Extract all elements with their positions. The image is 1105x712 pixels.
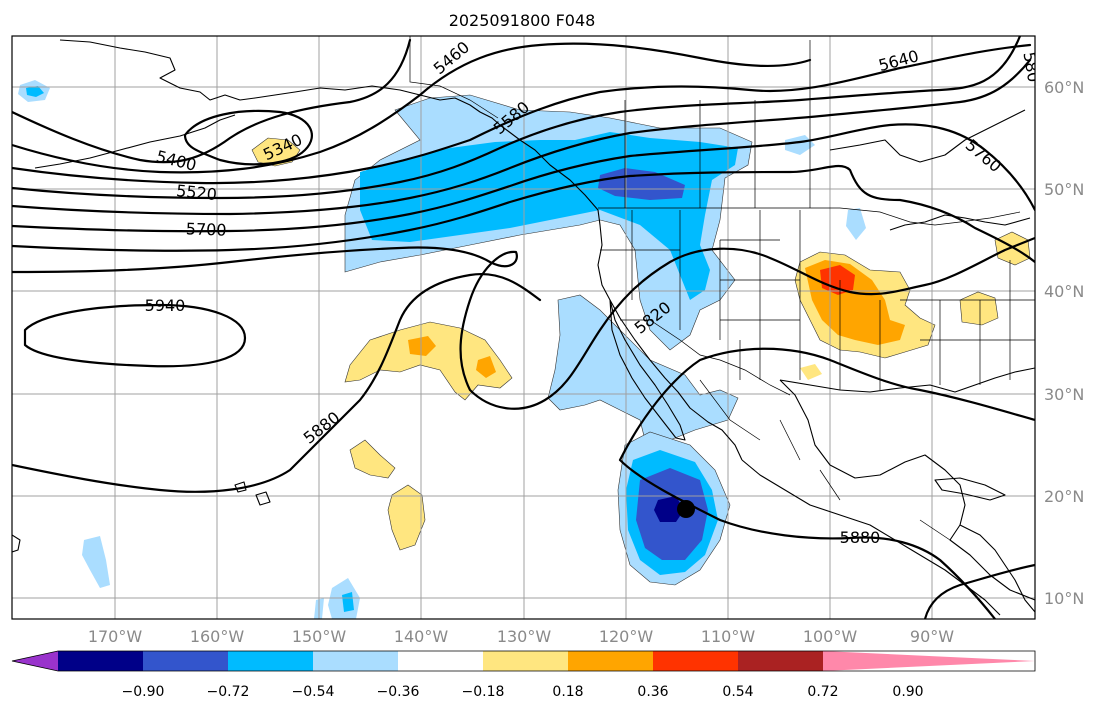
- gridlines: [12, 36, 1035, 619]
- border-us-states-east: [900, 260, 1035, 385]
- shading-negative: [18, 80, 866, 619]
- coast-central-america: [959, 524, 1035, 613]
- border-us-states-central: [720, 210, 881, 390]
- colorbar-tick: 0.54: [722, 684, 753, 700]
- lat-label: 30°N: [1044, 385, 1084, 404]
- contour-5880-ne: [923, 563, 1035, 619]
- contour-5880-east: [618, 347, 1035, 619]
- contour-5880: [12, 272, 542, 493]
- lat-labels: 60°N 50°N 40°N 30°N 20°N 10°N: [1044, 78, 1084, 608]
- lon-label: 150°W: [292, 627, 347, 646]
- coast-aleutians: [34, 114, 236, 169]
- contour-5460: [12, 42, 812, 174]
- coast-cuba: [934, 477, 1006, 501]
- border-us-states-west: [600, 210, 741, 380]
- contour-5760: [12, 164, 1035, 264]
- coast-gulf-mexico: [779, 379, 1035, 601]
- contour-5700: [12, 123, 1035, 233]
- contour-label-5700: 5700: [186, 219, 227, 239]
- lon-label: 90°W: [910, 627, 954, 646]
- colorbar-tick: 0.90: [892, 684, 923, 700]
- shade-tropics-light-1: [82, 536, 110, 588]
- coast-us-gulf: [779, 367, 1035, 393]
- border-alaska-canada: [409, 36, 499, 119]
- shade-hawaii-yellow-2: [387, 484, 426, 551]
- contour-5580: [12, 36, 1022, 200]
- lat-label: 10°N: [1044, 589, 1084, 608]
- lon-label: 110°W: [701, 627, 756, 646]
- contour-5940: [23, 303, 247, 368]
- colorbar-outline: [11, 650, 1036, 672]
- shade-pacific-orange-2: [476, 356, 496, 378]
- contour-label-5940: 5940: [145, 296, 186, 315]
- lat-label: 40°N: [1044, 282, 1084, 301]
- colorbar-bin: [143, 651, 228, 671]
- colorbar-bin: [313, 651, 398, 671]
- contour-label-5520: 5520: [175, 181, 217, 204]
- contour-5820: [12, 236, 1035, 410]
- coast-hudson: [829, 109, 1026, 163]
- colorbar-tick: 0.36: [637, 684, 668, 700]
- colorbar-extend-low: [12, 651, 58, 671]
- map-frame: [11, 35, 1036, 620]
- coast-hawaii-2: [255, 491, 271, 506]
- colorbar-tick: −0.54: [292, 684, 335, 700]
- shade-tropics-mid-2: [342, 592, 354, 612]
- colorbar: −0.90 −0.72 −0.54 −0.36 −0.18 0.18 0.36 …: [11, 650, 1036, 700]
- shade-pacific-orange-1: [408, 336, 436, 356]
- colorbar-tick: −0.18: [462, 684, 505, 700]
- border-canada-provinces: [624, 40, 811, 208]
- colorbar-bin: [653, 651, 738, 671]
- colorbar-bin: [483, 651, 568, 671]
- border-us-canada: [598, 207, 1021, 226]
- colorbar-tick: −0.36: [377, 684, 420, 700]
- colorbar-tick: −0.72: [207, 684, 250, 700]
- shade-mexico-darkest: [654, 496, 684, 522]
- colorbar-tick: −0.90: [122, 684, 165, 700]
- map-title: 2025091800 F048: [449, 11, 596, 30]
- coast-alaska: [59, 39, 501, 126]
- shade-aleutian-mid: [26, 86, 44, 97]
- contour-5400: [12, 38, 412, 164]
- map-area: 5460 5580 5400 5340 5520 5700 5940 5880 …: [12, 36, 1043, 619]
- lat-label: 20°N: [1044, 487, 1084, 506]
- lon-label: 160°W: [190, 627, 245, 646]
- coast-baja: [609, 299, 686, 441]
- lon-label: 170°W: [88, 627, 143, 646]
- contour-label-5800-edge: 580: [1019, 50, 1043, 83]
- lon-label: 100°W: [803, 627, 858, 646]
- colorbar-tick: 0.18: [552, 684, 583, 700]
- shade-greatlakes-small: [846, 208, 866, 240]
- colorbar-bin: [228, 651, 313, 671]
- coast-left-edge: [12, 534, 21, 553]
- colorbar-bin: [398, 651, 483, 671]
- lon-label: 140°W: [394, 627, 449, 646]
- coastlines: [12, 39, 1035, 616]
- shade-hawaii-yellow-1: [349, 439, 396, 479]
- colorbar-bin: [738, 651, 823, 671]
- border-mexico-states: [699, 379, 951, 541]
- coast-bc-pacific-nw: [499, 124, 743, 461]
- height-contours: [12, 36, 1035, 619]
- shade-plains-red: [820, 265, 855, 295]
- lon-labels: 170°W 160°W 150°W 140°W 130°W 120°W 110°…: [88, 627, 954, 646]
- colorbar-extend-high: [823, 651, 1035, 671]
- storm-center-dot: [677, 500, 695, 518]
- lon-label: 120°W: [599, 627, 654, 646]
- colorbar-bin: [568, 651, 653, 671]
- colorbar-bin: [58, 651, 143, 671]
- shade-texas-yellow: [800, 364, 822, 380]
- lat-label: 60°N: [1044, 78, 1084, 97]
- contour-5640: [12, 58, 1032, 216]
- contour-label-5880-east: 5880: [840, 528, 881, 547]
- lon-label: 130°W: [497, 627, 552, 646]
- shade-pacific-yellow: [344, 321, 513, 401]
- shade-rockies-dark: [598, 168, 685, 200]
- colorbar-tick: 0.72: [807, 684, 838, 700]
- contour-5520: [12, 43, 1032, 185]
- lat-label: 50°N: [1044, 180, 1084, 199]
- contour-5340-loop: [183, 109, 313, 166]
